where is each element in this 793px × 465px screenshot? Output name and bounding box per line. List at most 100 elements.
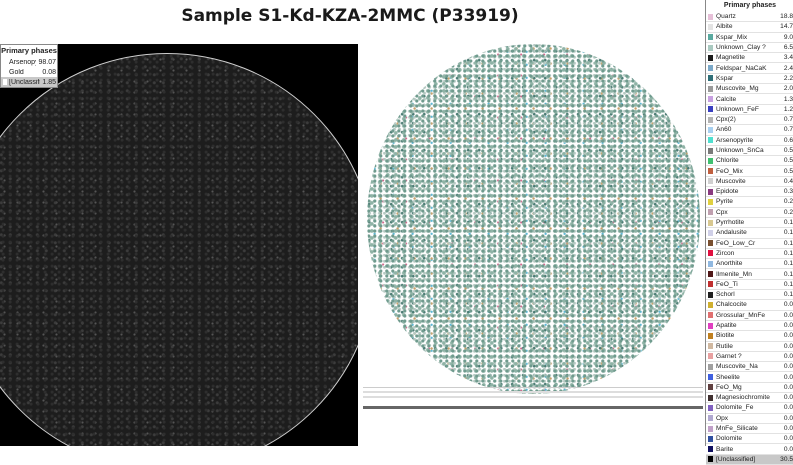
legend-row: Magnesiochromite 0.0 bbox=[706, 393, 793, 404]
legend-phase-name: Barite bbox=[716, 445, 734, 453]
legend-phase-value: 0.0 bbox=[783, 332, 793, 340]
legend-swatch bbox=[708, 291, 713, 298]
legend-swatch bbox=[708, 363, 713, 370]
legend-row: Magnetite 3.4 bbox=[706, 53, 793, 64]
legend-row: Apatite 0.0 bbox=[706, 321, 793, 332]
legend-phase-value: 0.7 bbox=[783, 116, 793, 124]
legend-phase-name: FeO_Mix bbox=[716, 167, 743, 175]
legend-swatch bbox=[708, 168, 713, 175]
legend-row: Biotite 0.0 bbox=[706, 331, 793, 342]
legend-phase-name: Cpx bbox=[716, 208, 728, 216]
legend-swatch bbox=[708, 404, 713, 411]
legend-swatch bbox=[708, 54, 713, 61]
legend-phase-value: 98.07 bbox=[38, 58, 56, 66]
legend-phase-value: 0.1 bbox=[783, 249, 793, 257]
legend-swatch bbox=[708, 137, 713, 144]
phase-map-footer-bar bbox=[363, 387, 703, 410]
legend-swatch bbox=[708, 13, 713, 20]
legend-phase-name: Biotite bbox=[716, 332, 735, 340]
legend-swatch bbox=[708, 147, 713, 154]
legend-phase-value: 0.0 bbox=[783, 394, 793, 402]
legend-phase-name: Arsenopyrite bbox=[9, 58, 36, 66]
right-legend-header: Primary phases bbox=[723, 2, 777, 9]
legend-phase-value: 0.1 bbox=[783, 270, 793, 278]
legend-phase-name: Quartz bbox=[716, 13, 736, 21]
legend-row: FeO_Mg 0.0 bbox=[706, 383, 793, 393]
legend-phase-name: Muscovite bbox=[716, 177, 746, 185]
legend-phase-value: 0.5 bbox=[783, 167, 793, 175]
legend-phase-name: Apatite bbox=[716, 322, 737, 330]
sample-title: Sample S1-Kd-KZA-2MMC (P33919) bbox=[181, 6, 519, 26]
legend-swatch bbox=[708, 281, 713, 288]
legend-phase-name: Dolomite bbox=[716, 435, 743, 443]
legend-phase-name: Garnet ? bbox=[716, 352, 742, 360]
legend-phase-name: MnFe_Silicate bbox=[716, 425, 758, 433]
legend-row: Anorthite 0.1 bbox=[706, 259, 793, 270]
legend-row: Gold 0.08 bbox=[1, 67, 57, 77]
legend-row: Kspar_Mix 9.0 bbox=[706, 33, 793, 43]
legend-swatch bbox=[3, 69, 7, 75]
legend-swatch bbox=[708, 116, 713, 123]
legend-row: Quartz 18.8 bbox=[706, 12, 793, 23]
legend-phase-name: Kspar_Mix bbox=[716, 33, 748, 41]
legend-phase-name: Anorthite bbox=[716, 260, 743, 268]
legend-row: Muscovite_Mg 2.0 bbox=[706, 84, 793, 95]
legend-phase-value: 3.4 bbox=[783, 54, 793, 62]
legend-phase-name: An60 bbox=[716, 126, 732, 134]
legend-phase-value: 0.3 bbox=[783, 188, 793, 196]
legend-phase-value: 2.4 bbox=[783, 64, 793, 72]
legend-phase-value: 0.0 bbox=[783, 445, 793, 453]
legend-row: Barite 0.0 bbox=[706, 444, 793, 455]
legend-phase-value: 0.1 bbox=[783, 260, 793, 268]
legend-phase-name: Sheelite bbox=[716, 373, 740, 381]
legend-phase-name: Schorl bbox=[716, 291, 735, 299]
legend-phase-name: Albite bbox=[716, 23, 733, 31]
legend-row: Muscovite 0.4 bbox=[706, 177, 793, 188]
legend-phase-value: 30.5 bbox=[780, 455, 793, 463]
legend-phase-name: Pyrrhotite bbox=[716, 219, 745, 227]
legend-row: Sheelite 0.0 bbox=[706, 372, 793, 383]
legend-phase-name: Andalusite bbox=[716, 229, 747, 237]
legend-swatch bbox=[708, 240, 713, 247]
legend-phase-value: 0.0 bbox=[783, 352, 793, 360]
legend-swatch bbox=[708, 425, 713, 432]
legend-phase-name: Muscovite_Mg bbox=[716, 85, 759, 93]
legend-swatch bbox=[708, 271, 713, 278]
legend-phase-value: 0.0 bbox=[783, 301, 793, 309]
legend-phase-name: FeO_Low_Cr bbox=[716, 239, 756, 247]
left-phase-legend: Primary phases Arsenopyrite98.07Gold0.08… bbox=[0, 44, 58, 88]
legend-phase-value: 1.85 bbox=[42, 78, 56, 86]
legend-phase-value: 2.2 bbox=[783, 74, 793, 82]
legend-phase-value: 0.7 bbox=[783, 126, 793, 134]
legend-swatch bbox=[708, 353, 713, 360]
legend-phase-value: 0.5 bbox=[783, 147, 793, 154]
legend-swatch bbox=[708, 188, 713, 195]
legend-phase-value: 0.1 bbox=[783, 280, 793, 288]
legend-swatch bbox=[708, 384, 713, 391]
legend-swatch bbox=[708, 96, 713, 103]
right-legend-rows: Quartz 18.8 Albite 14.7 Kspar_Mix 9.0 Unknown_… bbox=[706, 12, 793, 465]
legend-row: Muscovite_Na 0.0 bbox=[706, 362, 793, 373]
legend-phase-name: Unknown_Clay ? bbox=[716, 44, 766, 52]
legend-phase-name: Unknown_FeF bbox=[716, 105, 759, 113]
legend-phase-value: 0.1 bbox=[783, 239, 793, 247]
legend-swatch bbox=[708, 435, 713, 442]
legend-row: [Unclassified]1.85 bbox=[1, 77, 57, 87]
legend-swatch bbox=[708, 34, 713, 41]
legend-swatch bbox=[708, 343, 713, 350]
legend-row: Arsenopyrite98.07 bbox=[1, 57, 57, 67]
legend-row: Unknown_SnCa 0.5 bbox=[706, 146, 793, 157]
legend-row: Schorl 0.1 bbox=[706, 290, 793, 301]
bse-sample-image bbox=[0, 53, 358, 446]
legend-phase-name: Muscovite_Na bbox=[716, 363, 758, 371]
legend-row: FeO_Ti 0.1 bbox=[706, 280, 793, 291]
legend-swatch bbox=[708, 229, 713, 236]
legend-phase-name: Unknown_SnCa bbox=[716, 147, 764, 154]
legend-row: Rutile 0.0 bbox=[706, 342, 793, 352]
legend-phase-value: 0.5 bbox=[783, 157, 793, 165]
legend-swatch bbox=[708, 260, 713, 267]
legend-row: An60 0.7 bbox=[706, 125, 793, 136]
legend-swatch bbox=[708, 250, 713, 257]
legend-phase-value: 0.0 bbox=[783, 363, 793, 371]
legend-phase-value: 9.0 bbox=[783, 33, 793, 41]
